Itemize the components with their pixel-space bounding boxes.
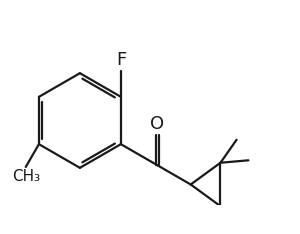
Text: CH₃: CH₃ — [12, 169, 40, 184]
Text: F: F — [116, 51, 126, 69]
Text: O: O — [150, 115, 164, 133]
